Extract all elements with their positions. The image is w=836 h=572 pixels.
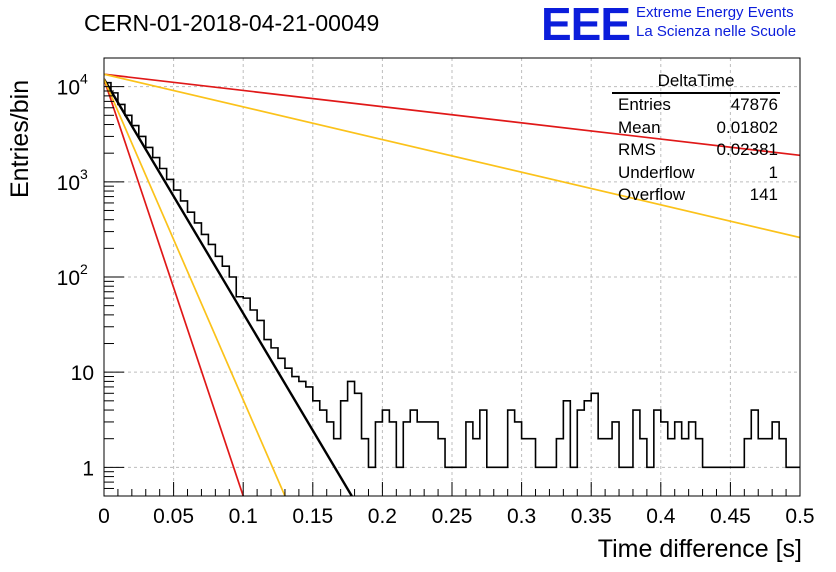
x-axis-label: Time difference [s] bbox=[597, 535, 802, 563]
stats-row-overflow: Overflow 141 bbox=[612, 184, 780, 207]
axis-ticks bbox=[103, 57, 801, 497]
stats-label: RMS bbox=[618, 140, 656, 159]
stats-row-underflow: Underflow 1 bbox=[612, 162, 780, 185]
fit-line-0 bbox=[104, 78, 353, 496]
chart-title: CERN-01-2018-04-21-00049 bbox=[84, 10, 380, 36]
fit-line-4 bbox=[104, 73, 800, 239]
eee-line-1: Extreme Energy Events bbox=[636, 4, 794, 21]
fit-line-3 bbox=[104, 73, 800, 157]
stats-value: 141 bbox=[749, 185, 778, 204]
stats-label: Underflow bbox=[618, 162, 695, 182]
x-tick-label: 0.25 bbox=[432, 505, 473, 528]
stats-label: Overflow bbox=[618, 185, 686, 204]
stats-row-rms: RMS 0.02381 bbox=[612, 139, 780, 162]
stats-label: Mean bbox=[618, 117, 661, 137]
y-tick-label-exponent: 3 bbox=[80, 166, 88, 182]
eee-logo: EEE bbox=[541, 0, 631, 50]
tick-labels: 0 0.05 0.1 0.15 0.2 0.25 0.3 0.35 0.4 0.45 0.5 1 10 1… bbox=[57, 71, 815, 528]
fit-line-1 bbox=[104, 78, 245, 496]
x-tick-label: 0.5 bbox=[785, 505, 814, 528]
x-tick-label: 0.05 bbox=[153, 505, 194, 528]
y-axis-label: Entries/bin bbox=[6, 79, 34, 198]
y-tick-label-base: 10 bbox=[57, 267, 80, 290]
x-tick-label: 0.1 bbox=[229, 505, 258, 528]
stats-value: 0.02381 bbox=[716, 140, 778, 159]
y-tick-label: 10 bbox=[71, 362, 94, 385]
data-layer bbox=[104, 73, 800, 496]
eee-line-2: La Scienza nelle Scuole bbox=[636, 23, 797, 40]
x-tick-label: 0.4 bbox=[646, 505, 676, 528]
x-tick-label: 0 bbox=[98, 505, 110, 528]
stats-row-mean: Mean 0.01802 bbox=[612, 117, 780, 140]
stats-value: 1 bbox=[768, 162, 778, 182]
x-tick-label: 0.3 bbox=[507, 505, 536, 528]
stats-box: DeltaTime Entries 47876 Mean 0.01802 RMS… bbox=[612, 70, 780, 206]
x-tick-label: 0.2 bbox=[368, 505, 397, 528]
stats-title: DeltaTime bbox=[612, 70, 780, 94]
stats-label: Entries bbox=[618, 95, 671, 114]
stats-value: 47876 bbox=[730, 95, 778, 114]
y-tick-label-exponent: 2 bbox=[80, 261, 88, 277]
fit-line-2 bbox=[104, 78, 286, 496]
stats-row-entries: Entries 47876 bbox=[612, 94, 780, 117]
y-tick-label: 1 bbox=[82, 457, 94, 480]
x-tick-label: 0.15 bbox=[292, 505, 333, 528]
stats-value: 0.01802 bbox=[716, 117, 778, 137]
y-tick-label-base: 10 bbox=[57, 172, 80, 195]
y-tick-label-exponent: 4 bbox=[80, 71, 88, 87]
x-tick-label: 0.45 bbox=[710, 505, 751, 528]
y-tick-label-base: 10 bbox=[57, 77, 80, 100]
histogram-line bbox=[104, 81, 800, 469]
eee-logo-text: Extreme Energy Events La Scienza nelle S… bbox=[636, 3, 796, 41]
x-tick-label: 0.35 bbox=[571, 505, 612, 528]
